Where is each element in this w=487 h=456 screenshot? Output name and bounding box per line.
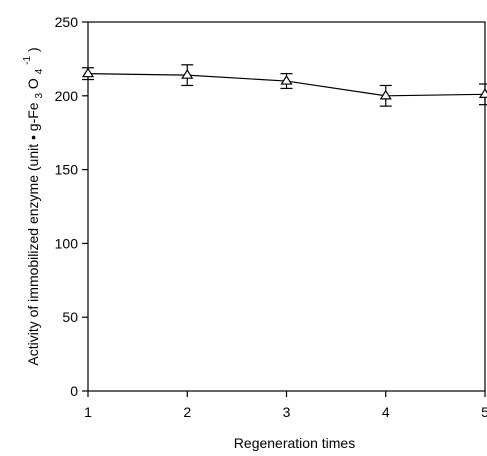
y-axis-title-sub1: 3 xyxy=(34,93,45,99)
x-tick-label-5: 5 xyxy=(481,404,487,420)
x-tick-label-3: 3 xyxy=(283,404,291,420)
y-tick-label-0: 0 xyxy=(70,383,78,399)
data-point-5 xyxy=(478,88,487,98)
y-axis-title-mid: O xyxy=(25,78,41,89)
y-tick-label-100: 100 xyxy=(55,235,79,251)
y-axis-title-sub2: 4 xyxy=(34,68,45,74)
x-tick-label-2: 2 xyxy=(183,404,191,420)
y-axis-title: Activity of immobilized enzyme (unit • g… xyxy=(17,47,45,365)
y-tick-label-200: 200 xyxy=(55,88,79,104)
y-axis-title-prefix: Activity of immobilized enzyme (unit • g… xyxy=(25,102,41,365)
y-tick-label-250: 250 xyxy=(55,14,79,30)
x-axis-title: Regeneration times xyxy=(234,435,355,451)
x-tick-label-1: 1 xyxy=(84,404,92,420)
y-axis-title-suffix: ) xyxy=(25,47,41,52)
y-axis-title-sup: -1 xyxy=(22,56,33,65)
y-tick-label-50: 50 xyxy=(62,309,78,325)
data-point-2 xyxy=(181,69,194,79)
data-point-3 xyxy=(280,74,293,85)
data-point-1 xyxy=(81,67,95,78)
y-tick-label-150: 150 xyxy=(55,162,79,178)
series xyxy=(81,64,487,107)
ticks: 0 50 100 150 200 250 1 2 3 4 5 xyxy=(55,14,487,420)
x-tick-label-4: 4 xyxy=(382,404,390,420)
data-point-4 xyxy=(379,89,392,100)
